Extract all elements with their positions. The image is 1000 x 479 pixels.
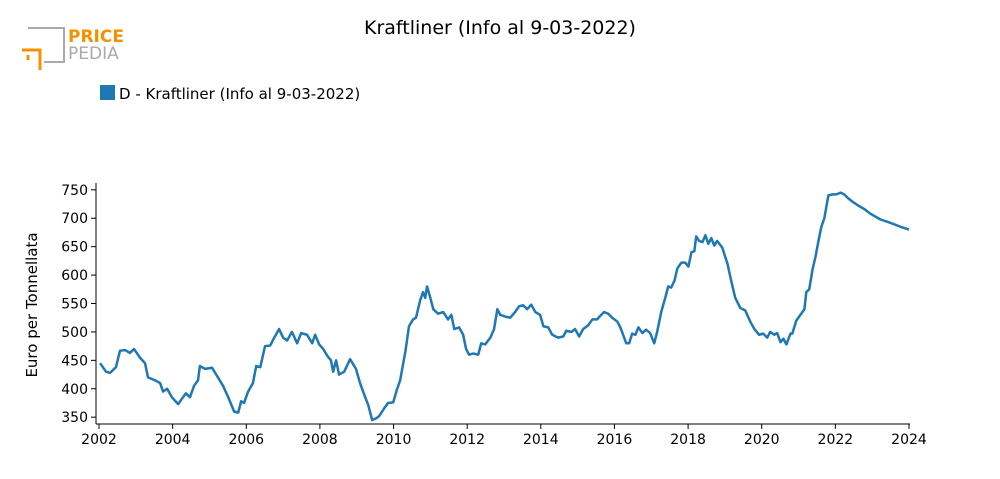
x-tick-label: 2014 — [523, 432, 559, 448]
logo-bottom: PEDIA — [68, 44, 119, 64]
x-tick-label: 2016 — [597, 432, 633, 448]
x-tick-label: 2020 — [744, 432, 780, 448]
x-tick-label: 2012 — [449, 432, 485, 448]
x-tick-label: 2018 — [670, 432, 706, 448]
x-tick-label: 2022 — [818, 432, 854, 448]
y-tick-label: 500 — [61, 325, 88, 341]
y-axis-label: Euro per Tonnellata — [23, 232, 41, 377]
y-tick-label: 600 — [61, 268, 88, 284]
x-tick-label: 2006 — [228, 432, 264, 448]
data-line — [99, 191, 910, 422]
x-tick-label: 2008 — [302, 432, 338, 448]
legend-swatch — [100, 85, 115, 100]
logo-mark — [22, 48, 42, 70]
logo-top: PRICE — [68, 27, 124, 47]
logo: PRICE PEDIA — [22, 27, 124, 70]
x-tick-label: 2024 — [891, 432, 927, 448]
x-tick-label: 2004 — [155, 432, 191, 448]
y-tick-label: 750 — [61, 183, 88, 199]
y-tick-label: 350 — [61, 410, 88, 426]
x-tick-label: 2010 — [376, 432, 412, 448]
chart-title: Kraftliner (Info al 9-03-2022) — [364, 17, 636, 39]
logo-frame — [28, 27, 65, 63]
y-tick-label: 700 — [61, 211, 88, 227]
y-tick-label: 400 — [61, 382, 88, 398]
legend-label: D - Kraftliner (Info al 9-03-2022) — [119, 85, 360, 103]
x-tick-label: 2002 — [81, 432, 117, 448]
y-tick-label: 550 — [61, 297, 88, 313]
y-tick-label: 450 — [61, 353, 88, 369]
y-tick-label: 650 — [61, 240, 88, 256]
